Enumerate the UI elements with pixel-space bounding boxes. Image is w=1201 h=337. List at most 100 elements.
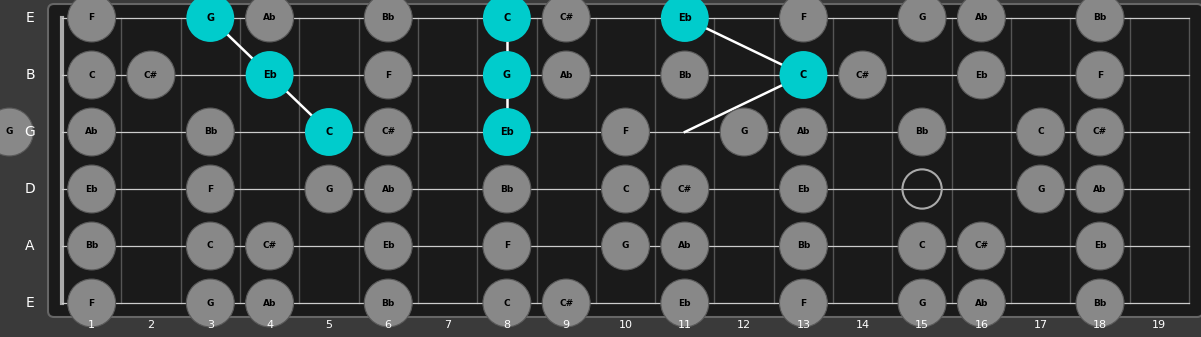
Text: F: F — [208, 184, 214, 193]
Text: F: F — [800, 13, 807, 23]
Circle shape — [779, 0, 827, 42]
Circle shape — [661, 0, 709, 42]
Circle shape — [661, 165, 709, 213]
Text: C: C — [1038, 127, 1044, 136]
Circle shape — [0, 108, 34, 156]
Text: 6: 6 — [384, 320, 392, 330]
Text: Bb: Bb — [382, 13, 395, 23]
Circle shape — [602, 222, 650, 270]
Circle shape — [542, 0, 590, 42]
Text: F: F — [386, 70, 392, 80]
Circle shape — [483, 222, 531, 270]
Circle shape — [483, 279, 531, 327]
Text: Eb: Eb — [1094, 242, 1106, 250]
Text: C#: C# — [855, 70, 870, 80]
Text: G: G — [919, 299, 926, 307]
Text: 9: 9 — [562, 320, 569, 330]
Text: 13: 13 — [796, 320, 811, 330]
Text: B: B — [25, 68, 35, 82]
Circle shape — [364, 165, 412, 213]
Text: F: F — [800, 299, 807, 307]
Text: Eb: Eb — [500, 127, 514, 137]
Text: Bb: Bb — [1093, 299, 1106, 307]
Text: 14: 14 — [855, 320, 870, 330]
Circle shape — [186, 0, 234, 42]
Text: 2: 2 — [148, 320, 155, 330]
Text: D: D — [25, 182, 35, 196]
Text: 5: 5 — [325, 320, 333, 330]
Text: G: G — [207, 299, 214, 307]
Text: 19: 19 — [1152, 320, 1166, 330]
Text: G: G — [1036, 184, 1045, 193]
Text: Ab: Ab — [975, 299, 988, 307]
Circle shape — [186, 108, 234, 156]
Circle shape — [186, 165, 234, 213]
Text: 11: 11 — [677, 320, 692, 330]
Text: C: C — [89, 70, 95, 80]
Circle shape — [305, 108, 353, 156]
Text: 15: 15 — [915, 320, 930, 330]
Text: Bb: Bb — [1093, 13, 1106, 23]
Text: G: G — [25, 125, 35, 139]
Text: C#: C# — [560, 299, 573, 307]
Text: Eb: Eb — [85, 184, 98, 193]
Text: Ab: Ab — [263, 299, 276, 307]
Text: A: A — [25, 239, 35, 253]
Circle shape — [779, 279, 827, 327]
Text: 12: 12 — [737, 320, 751, 330]
Circle shape — [1076, 165, 1124, 213]
Text: Ab: Ab — [85, 127, 98, 136]
Text: C#: C# — [263, 242, 276, 250]
Circle shape — [779, 222, 827, 270]
Text: C#: C# — [144, 70, 159, 80]
Circle shape — [246, 279, 293, 327]
Circle shape — [364, 51, 412, 99]
Text: 18: 18 — [1093, 320, 1107, 330]
Text: C#: C# — [1093, 127, 1107, 136]
Text: Ab: Ab — [263, 13, 276, 23]
Text: C#: C# — [381, 127, 395, 136]
Circle shape — [67, 108, 115, 156]
Circle shape — [186, 222, 234, 270]
Text: F: F — [503, 242, 510, 250]
Circle shape — [779, 51, 827, 99]
Text: C: C — [622, 184, 629, 193]
Text: F: F — [89, 299, 95, 307]
Circle shape — [1076, 0, 1124, 42]
Text: Ab: Ab — [679, 242, 692, 250]
Circle shape — [67, 279, 115, 327]
Text: Ab: Ab — [796, 127, 811, 136]
Circle shape — [838, 51, 886, 99]
Text: 1: 1 — [88, 320, 95, 330]
Text: F: F — [622, 127, 628, 136]
Circle shape — [957, 0, 1005, 42]
Circle shape — [661, 51, 709, 99]
Text: G: G — [919, 13, 926, 23]
Circle shape — [483, 165, 531, 213]
Text: E: E — [25, 296, 35, 310]
Circle shape — [364, 279, 412, 327]
Circle shape — [1076, 108, 1124, 156]
Text: Ab: Ab — [560, 70, 573, 80]
FancyBboxPatch shape — [48, 4, 1201, 317]
Circle shape — [305, 165, 353, 213]
Circle shape — [542, 51, 590, 99]
Text: Eb: Eb — [382, 242, 394, 250]
Circle shape — [898, 108, 946, 156]
Circle shape — [67, 51, 115, 99]
Text: Eb: Eb — [679, 299, 691, 307]
Circle shape — [67, 0, 115, 42]
Text: G: G — [6, 127, 13, 136]
Circle shape — [779, 165, 827, 213]
Text: 8: 8 — [503, 320, 510, 330]
Text: 7: 7 — [444, 320, 452, 330]
Text: Bb: Bb — [204, 127, 217, 136]
Text: G: G — [503, 70, 510, 80]
Text: Ab: Ab — [1093, 184, 1106, 193]
Text: Ab: Ab — [382, 184, 395, 193]
Text: C: C — [325, 127, 333, 137]
Text: F: F — [89, 13, 95, 23]
Text: 3: 3 — [207, 320, 214, 330]
Text: C#: C# — [974, 242, 988, 250]
Circle shape — [779, 108, 827, 156]
